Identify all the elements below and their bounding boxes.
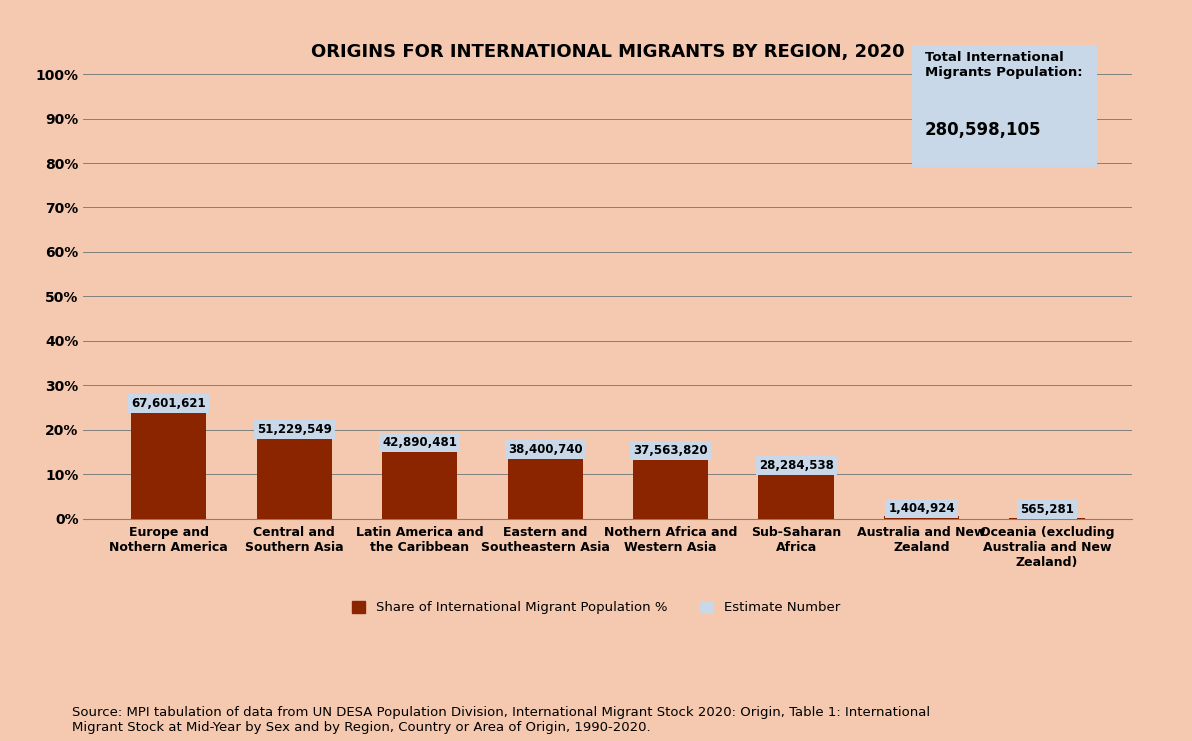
Bar	[1010, 518, 1085, 519]
Text: Total International
Migrants Population:: Total International Migrants Population:	[925, 51, 1082, 79]
Text: Oceania (excluding
Australia and New
Zealand): Oceania (excluding Australia and New Zea…	[980, 526, 1115, 569]
Text: Central and
Southern Asia: Central and Southern Asia	[244, 526, 343, 554]
Text: 37,563,820: 37,563,820	[633, 445, 708, 457]
Title: ORIGINS FOR INTERNATIONAL MIGRANTS BY REGION, 2020: ORIGINS FOR INTERNATIONAL MIGRANTS BY RE…	[311, 44, 905, 62]
Bar	[633, 459, 708, 519]
Bar	[884, 516, 960, 519]
Text: 67,601,621: 67,601,621	[131, 396, 206, 410]
Text: 51,229,549: 51,229,549	[256, 422, 331, 436]
Text: Latin America and
the Caribbean: Latin America and the Caribbean	[356, 526, 484, 554]
Text: 565,281: 565,281	[1020, 503, 1074, 516]
Text: 280,598,105: 280,598,105	[925, 121, 1042, 139]
Bar	[758, 473, 833, 519]
Bar	[131, 411, 206, 519]
Text: Eastern and
Southeastern Asia: Eastern and Southeastern Asia	[480, 526, 609, 554]
Text: Sub-Saharan
Africa: Sub-Saharan Africa	[751, 526, 842, 554]
Text: Nothern Africa and
Western Asia: Nothern Africa and Western Asia	[604, 526, 738, 554]
Text: Europe and
Nothern America: Europe and Nothern America	[110, 526, 228, 554]
Text: Australia and New
Zealand: Australia and New Zealand	[857, 526, 986, 554]
Text: Source: MPI tabulation of data from UN DESA Population Division, International M: Source: MPI tabulation of data from UN D…	[72, 705, 930, 734]
Text: 28,284,538: 28,284,538	[758, 459, 833, 472]
Text: 38,400,740: 38,400,740	[508, 443, 583, 456]
Text: 42,890,481: 42,890,481	[383, 436, 458, 449]
Text: 1,404,924: 1,404,924	[888, 502, 955, 515]
Bar	[383, 451, 458, 519]
Bar	[256, 437, 331, 519]
Legend: Share of International Migrant Population %, Estimate Number: Share of International Migrant Populatio…	[347, 596, 845, 619]
Bar	[508, 458, 583, 519]
